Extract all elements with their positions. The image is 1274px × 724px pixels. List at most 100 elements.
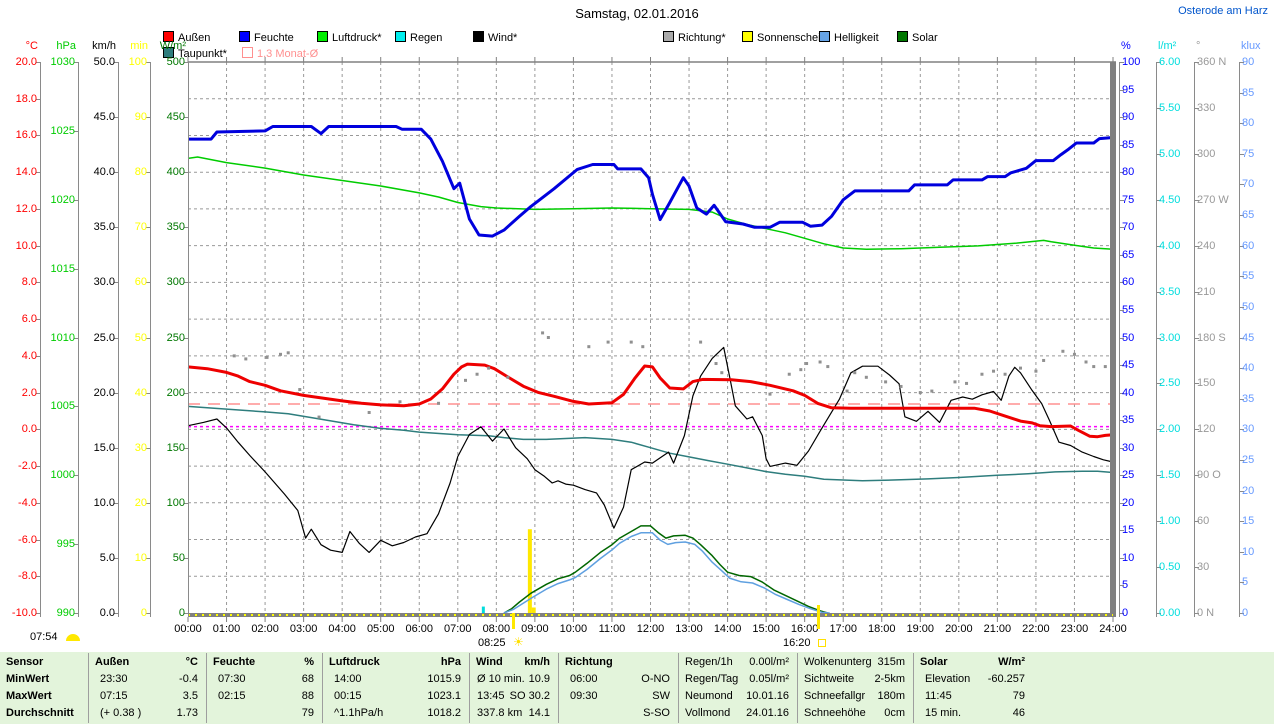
axis-tick-pct bbox=[1120, 254, 1124, 256]
table-separator bbox=[913, 653, 914, 723]
table-cell-value: km/h bbox=[524, 656, 550, 668]
series-Solar bbox=[503, 525, 829, 614]
direction-dot bbox=[899, 384, 903, 388]
direction-dot bbox=[1042, 358, 1046, 362]
table-cell-value: 10.9 bbox=[528, 673, 550, 685]
axis-label-temp: 20.0 bbox=[15, 56, 37, 68]
axis-label-pct: 80 bbox=[1122, 166, 1135, 179]
direction-dot bbox=[805, 362, 809, 366]
axis-label-temp: -2.0 bbox=[18, 460, 37, 473]
axis-label-klux: 40 bbox=[1242, 362, 1255, 375]
direction-dot bbox=[437, 401, 441, 405]
legend-item-richtung[interactable]: Richtung* bbox=[663, 31, 726, 44]
axis-label-temp: -10.0 bbox=[11, 607, 37, 619]
axis-tick-pct bbox=[1120, 227, 1124, 229]
legend-item-feuchte[interactable]: Feuchte bbox=[239, 31, 294, 44]
axis-tick-wm2 bbox=[184, 502, 188, 504]
axis-unit-hpa: hPa bbox=[56, 40, 76, 52]
axis-label-hpa: 995 bbox=[56, 538, 75, 551]
table-cell-label: Schneefallgr bbox=[804, 690, 866, 702]
axis-tick-lm2 bbox=[1157, 383, 1161, 385]
axis-label-pct: 95 bbox=[1122, 83, 1135, 96]
table-cell-value: -60.257 bbox=[987, 673, 1025, 685]
legend-item-sonnenschein[interactable]: Sonnenschein bbox=[742, 31, 827, 44]
table-cell-value: 24.01.16 bbox=[746, 707, 789, 719]
axis-tick-windkmh bbox=[114, 447, 118, 449]
axis-label-klux: 75 bbox=[1242, 147, 1255, 160]
axis-tick-klux bbox=[1240, 62, 1244, 63]
x-axis-label: 20:00 bbox=[945, 623, 973, 635]
axis-tick-klux bbox=[1240, 429, 1244, 431]
axis-label-temp: 6.0 bbox=[21, 313, 37, 326]
axis-unit-lm2: l/m² bbox=[1158, 40, 1177, 52]
x-axis-label: 23:00 bbox=[1060, 623, 1089, 635]
axis-label-wm2: 0 bbox=[178, 607, 185, 619]
table-cell-value: 79 bbox=[301, 707, 314, 719]
legend-item-aussen[interactable]: Außen bbox=[163, 31, 211, 44]
axis-label-hpa: 1000 bbox=[50, 469, 75, 482]
axis-tick-klux bbox=[1240, 123, 1244, 125]
axis-tick-wm2 bbox=[184, 557, 188, 559]
axis-tick-hpa bbox=[74, 130, 78, 132]
axis-label-sunmin: 100 bbox=[128, 56, 147, 68]
table-cell-label: 15 min. bbox=[925, 707, 962, 719]
legend-swatch-solar bbox=[897, 31, 908, 42]
legend-item-helligkeit[interactable]: Helligkeit bbox=[819, 31, 879, 44]
axis-label-deg: 300 bbox=[1197, 147, 1216, 160]
axis-line-windkmh bbox=[118, 62, 119, 617]
axis-tick-lm2 bbox=[1157, 153, 1161, 155]
axis-label-lm2: 5.00 bbox=[1159, 147, 1181, 160]
axis-tick-wm2 bbox=[184, 62, 188, 63]
axis-label-pct: 60 bbox=[1122, 276, 1135, 289]
direction-dot bbox=[1103, 365, 1107, 369]
axis-tick-pct bbox=[1120, 613, 1124, 614]
axis-line-hpa bbox=[78, 62, 79, 617]
axis-tick-wm2 bbox=[184, 117, 188, 119]
legend-label-helligkeit: Helligkeit bbox=[834, 32, 879, 44]
axis-label-windkmh: 5.0 bbox=[99, 551, 115, 564]
axis-tick-temp bbox=[36, 613, 40, 614]
legend-label-solar: Solar bbox=[912, 32, 938, 44]
axis-label-lm2: 6.00 bbox=[1159, 56, 1181, 68]
axis-label-temp: 16.0 bbox=[15, 129, 37, 142]
series-Luftdruck bbox=[187, 156, 1114, 251]
axis-label-temp: 18.0 bbox=[15, 92, 37, 105]
axis-label-klux: 35 bbox=[1242, 392, 1255, 405]
station-name[interactable]: Osterode am Harz bbox=[1178, 5, 1268, 17]
legend-item-wind[interactable]: Wind* bbox=[473, 31, 518, 44]
legend-swatch-regen bbox=[395, 31, 406, 42]
axis-tick-deg bbox=[1195, 567, 1199, 569]
axis-tick-klux bbox=[1240, 306, 1244, 308]
table-separator bbox=[206, 653, 207, 723]
axis-label-pct: 15 bbox=[1122, 524, 1135, 537]
legend-item-taupunkt[interactable]: Taupunkt* bbox=[163, 47, 227, 60]
axis-label-pct: 65 bbox=[1122, 248, 1135, 261]
table-cell-value: 68 bbox=[301, 673, 314, 685]
axis-label-temp: 8.0 bbox=[21, 276, 37, 289]
direction-dot bbox=[965, 381, 969, 385]
axis-line-klux bbox=[1239, 62, 1240, 617]
legend-label-wind: Wind* bbox=[488, 32, 518, 44]
legend-item-luftdruck[interactable]: Luftdruck* bbox=[317, 31, 382, 44]
axis-tick-sunmin bbox=[146, 282, 150, 284]
axis-tick-hpa bbox=[74, 613, 78, 614]
direction-dot bbox=[1034, 369, 1038, 373]
axis-label-hpa: 1020 bbox=[50, 193, 75, 206]
axis-label-klux: 15 bbox=[1242, 515, 1255, 528]
legend-label-aussen: Außen bbox=[178, 32, 211, 44]
table-cell-label: 02:15 bbox=[218, 690, 246, 702]
legend-item-regen[interactable]: Regen bbox=[395, 31, 442, 44]
legend-item-monat[interactable]: 1.3 Monat-Ø bbox=[242, 47, 318, 60]
legend-item-solar[interactable]: Solar bbox=[897, 31, 938, 44]
axis-label-klux: 80 bbox=[1242, 117, 1255, 130]
table-cell-value: 14.1 bbox=[528, 707, 550, 719]
axis-tick-hpa bbox=[74, 62, 78, 63]
axis-tick-deg bbox=[1195, 199, 1199, 201]
axis-tick-pct bbox=[1120, 337, 1124, 339]
axis-label-temp: 12.0 bbox=[15, 202, 37, 215]
direction-dot bbox=[1019, 366, 1022, 370]
direction-dot bbox=[232, 354, 236, 358]
axis-tick-deg bbox=[1195, 383, 1199, 385]
axis-tick-deg bbox=[1195, 62, 1199, 63]
direction-dot bbox=[1003, 372, 1007, 376]
